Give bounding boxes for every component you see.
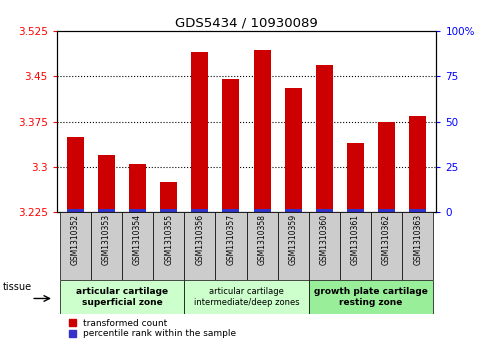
Bar xyxy=(347,209,364,212)
Bar xyxy=(91,212,122,280)
Title: GDS5434 / 10930089: GDS5434 / 10930089 xyxy=(175,17,318,30)
Bar xyxy=(222,79,240,212)
Text: GSM1310352: GSM1310352 xyxy=(71,215,80,265)
Bar xyxy=(309,212,340,280)
Bar xyxy=(278,212,309,280)
Bar xyxy=(340,212,371,280)
Bar xyxy=(122,212,153,280)
Bar xyxy=(309,280,433,314)
Bar xyxy=(253,50,271,212)
Text: GSM1310359: GSM1310359 xyxy=(289,215,298,265)
Bar xyxy=(153,212,184,280)
Bar xyxy=(129,209,146,212)
Legend: transformed count, percentile rank within the sample: transformed count, percentile rank withi… xyxy=(69,318,236,338)
Text: GSM1310354: GSM1310354 xyxy=(133,215,142,265)
Text: GSM1310355: GSM1310355 xyxy=(164,215,173,265)
Text: GSM1310362: GSM1310362 xyxy=(382,215,391,265)
Text: growth plate cartilage
resting zone: growth plate cartilage resting zone xyxy=(314,287,428,307)
Bar xyxy=(246,212,278,280)
Bar xyxy=(316,65,333,212)
Bar xyxy=(60,212,91,280)
Bar xyxy=(129,164,146,212)
Bar xyxy=(184,280,309,314)
Bar xyxy=(191,52,209,212)
Bar xyxy=(191,209,209,212)
Bar xyxy=(98,155,115,212)
Bar xyxy=(98,209,115,212)
Bar xyxy=(371,212,402,280)
Text: articular cartilage
intermediate/deep zones: articular cartilage intermediate/deep zo… xyxy=(194,287,299,307)
Text: GSM1310357: GSM1310357 xyxy=(226,215,236,265)
Bar xyxy=(409,115,426,212)
Bar xyxy=(409,209,426,212)
Bar xyxy=(184,212,215,280)
Bar xyxy=(67,209,84,212)
Text: GSM1310360: GSM1310360 xyxy=(320,215,329,265)
Bar xyxy=(160,182,177,212)
Text: GSM1310356: GSM1310356 xyxy=(195,215,204,265)
Bar xyxy=(60,280,184,314)
Text: tissue: tissue xyxy=(3,282,32,292)
Bar xyxy=(378,122,395,212)
Text: GSM1310353: GSM1310353 xyxy=(102,215,111,265)
Bar xyxy=(378,209,395,212)
Bar xyxy=(347,143,364,212)
Bar xyxy=(160,209,177,212)
Bar xyxy=(222,209,240,212)
Bar xyxy=(215,212,246,280)
Bar xyxy=(284,88,302,212)
Bar xyxy=(284,209,302,212)
Text: GSM1310363: GSM1310363 xyxy=(413,215,422,265)
Bar xyxy=(67,137,84,212)
Bar xyxy=(402,212,433,280)
Text: articular cartilage
superficial zone: articular cartilage superficial zone xyxy=(76,287,168,307)
Text: GSM1310361: GSM1310361 xyxy=(351,215,360,265)
Bar xyxy=(316,209,333,212)
Bar xyxy=(253,209,271,212)
Text: GSM1310358: GSM1310358 xyxy=(257,215,267,265)
